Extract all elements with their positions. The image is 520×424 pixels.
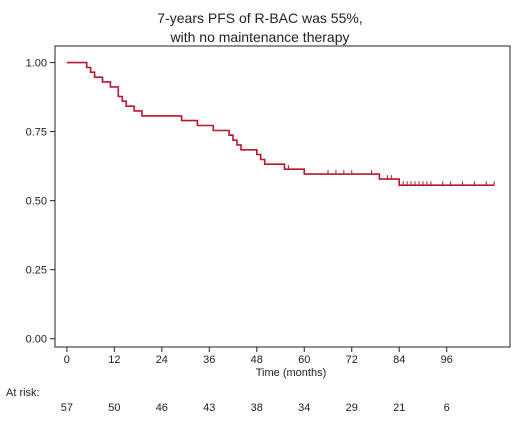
at-risk-count: 29 — [346, 402, 358, 414]
y-axis: 0.00 0.25 0.50 0.75 1.00 — [26, 58, 55, 346]
at-risk-row: 57 50 46 43 38 34 29 21 6 — [61, 402, 450, 414]
x-tick-label: 84 — [393, 354, 405, 366]
at-risk-count: 34 — [298, 402, 310, 414]
x-axis: 0 12 24 36 48 60 72 84 96 — [64, 347, 453, 366]
at-risk-label: At risk: — [6, 387, 40, 399]
at-risk-count: 6 — [444, 402, 450, 414]
x-axis-title: Time (months) — [256, 367, 327, 379]
x-tick-label: 24 — [156, 354, 168, 366]
at-risk-count: 38 — [251, 402, 263, 414]
at-risk-count: 57 — [61, 402, 73, 414]
x-tick-label: 60 — [298, 354, 310, 366]
x-tick-label: 72 — [346, 354, 358, 366]
plot-frame — [54, 45, 511, 348]
at-risk-count: 50 — [108, 402, 120, 414]
survival-curves — [66, 61, 495, 186]
at-risk-count: 21 — [393, 402, 405, 414]
at-risk-count: 46 — [156, 402, 168, 414]
survival-curve — [66, 61, 495, 186]
chart-title-line-2: with no maintenance therapy — [170, 29, 350, 45]
x-tick-label: 36 — [203, 354, 215, 366]
y-tick-label: 0.00 — [26, 334, 47, 346]
y-tick-label: 0.75 — [26, 127, 47, 139]
x-tick-label: 96 — [441, 354, 453, 366]
x-tick-label: 48 — [251, 354, 263, 366]
at-risk-count: 43 — [203, 402, 215, 414]
chart-title-line-1: 7-years PFS of R-BAC was 55%, — [157, 10, 363, 26]
y-tick-label: 1.00 — [26, 58, 47, 70]
y-tick-label: 0.50 — [26, 196, 47, 208]
x-tick-label: 0 — [64, 354, 70, 366]
x-tick-label: 12 — [108, 354, 120, 366]
y-tick-label: 0.25 — [26, 265, 47, 277]
